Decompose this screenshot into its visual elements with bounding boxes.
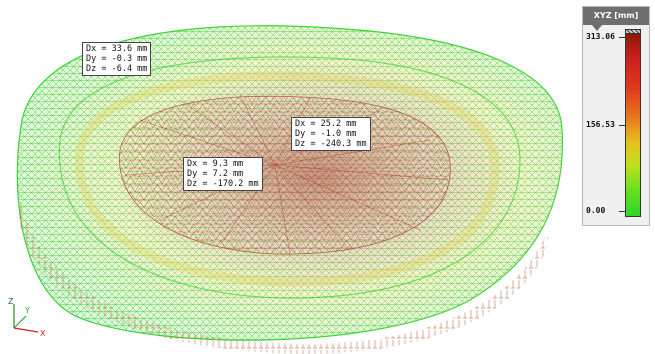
callout-dx: Dx = 33.6 mm xyxy=(86,44,148,54)
rim-inner xyxy=(58,56,521,299)
callout-dy: Dy = 7.2 mm xyxy=(187,169,244,179)
callout-dy: Dy = -0.3 mm xyxy=(86,54,148,64)
callout-dz: Dz = -240.3 mm xyxy=(295,139,367,149)
x-axis-line xyxy=(13,327,39,333)
callout-dx: Dx = 25.2 mm xyxy=(295,119,357,129)
axis-triad: Z Y X xyxy=(8,297,46,338)
legend-max-label: 313.06 xyxy=(586,32,615,41)
legend-title: XYZ [mm] xyxy=(583,7,649,25)
callout-dx: Dx = 9.3 mm xyxy=(187,159,244,169)
legend-tick-mid xyxy=(619,125,625,126)
callout-dy: Dy = -1.0 mm xyxy=(295,129,357,139)
callout-dz: Dz = -170.2 mm xyxy=(187,179,259,189)
displacement-callout-2: Dx = 25.2 mm Dy = -1.0 mm Dz = -240.3 mm xyxy=(291,117,371,151)
y-axis-line xyxy=(13,315,27,329)
displacement-callout-1: Dx = 33.6 mm Dy = -0.3 mm Dz = -6.4 mm xyxy=(82,42,152,76)
y-axis-label: Y xyxy=(24,306,30,315)
legend-tick-max xyxy=(619,37,625,38)
callout-dz: Dz = -6.4 mm xyxy=(86,64,148,74)
deformation-ring-mid xyxy=(74,71,500,287)
z-axis-label: Z xyxy=(8,297,14,306)
legend-mid-label: 156.53 xyxy=(586,120,615,129)
displacement-callout-3: Dx = 9.3 mm Dy = 7.2 mm Dz = -170.2 mm xyxy=(183,157,263,191)
legend-pointer-icon xyxy=(592,25,602,31)
x-axis-label: X xyxy=(40,329,46,338)
legend-tick-min xyxy=(619,211,625,212)
legend-color-bar xyxy=(625,33,641,217)
color-scale-legend[interactable]: XYZ [mm] 313.06 156.53 0.00 xyxy=(582,6,650,226)
legend-min-label: 0.00 xyxy=(586,206,606,215)
